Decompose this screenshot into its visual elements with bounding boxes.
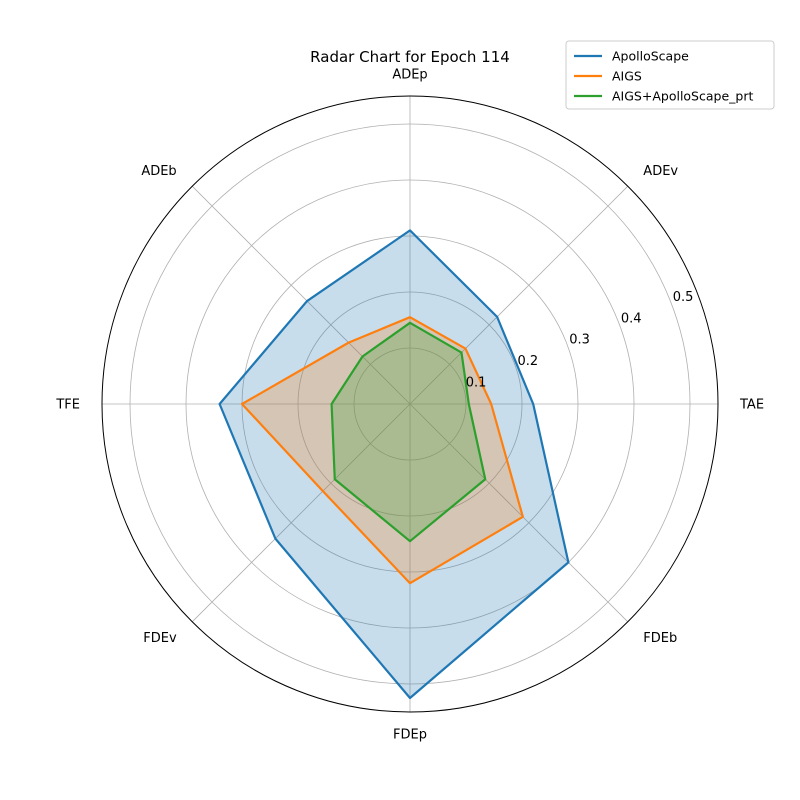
axis-label-tae: TAE	[739, 398, 764, 413]
polar-frame	[101, 95, 719, 713]
series-lines	[218, 229, 570, 700]
grid-spoke	[191, 185, 411, 405]
legend-frame	[565, 40, 775, 110]
axis-labels: TAE ADEv ADEp ADEb TFE FDEv FDEp FDEb	[55, 68, 764, 743]
axis-label-adev: ADEv	[643, 164, 678, 179]
radial-tick-label: 0.5	[673, 290, 694, 305]
series-line-1	[240, 316, 524, 585]
legend-label-2: AIGS+ApolloScape_prt	[612, 89, 753, 104]
axis-label-fdeb: FDEb	[643, 631, 677, 646]
chart-title: Radar Chart for Epoch 114	[310, 48, 510, 66]
axis-label-fdep: FDEp	[393, 728, 427, 743]
axis-label-fdev: FDEv	[143, 631, 177, 646]
legend: ApolloScape AIGS AIGS+ApolloScape_prt	[565, 40, 775, 110]
grid-spoke	[409, 403, 629, 623]
series-fill-1	[242, 317, 523, 584]
series-line-0	[218, 229, 570, 700]
radial-tick-label: 0.4	[621, 311, 642, 326]
axis-label-adeb: ADEb	[141, 164, 176, 179]
radar-grid	[101, 95, 719, 713]
radial-tick-label: 0.1	[466, 376, 487, 391]
axis-label-tfe: TFE	[55, 398, 80, 413]
series-fills	[219, 230, 569, 698]
series-fill-2	[331, 322, 486, 542]
radial-tick-label: 0.3	[569, 333, 590, 348]
legend-label-1: AIGS	[612, 69, 642, 84]
grid-spoke	[191, 403, 411, 623]
axis-label-adep: ADEp	[392, 68, 427, 83]
radial-tick-label: 0.2	[518, 354, 539, 369]
grid-spoke	[409, 185, 629, 405]
legend-label-0: ApolloScape	[612, 49, 689, 64]
radial-tick-labels: 0.1 0.2 0.3 0.4 0.5	[466, 290, 694, 391]
series-fill-0	[219, 230, 569, 698]
series-line-2	[330, 321, 487, 543]
